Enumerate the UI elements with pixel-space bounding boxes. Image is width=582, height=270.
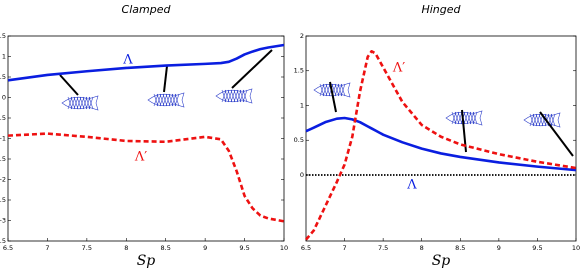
panel-title: Clamped [122,3,172,16]
leader-line [539,111,574,157]
fish-hatch [221,89,227,103]
y-tick-label: 1.5 [294,67,304,75]
fish-hatch [535,113,541,127]
fish-hatch [153,93,159,107]
x-tick-label: 9.5 [532,244,542,252]
x-tick-label: 10 [280,244,288,252]
series-label: Λ [122,53,133,68]
fish-hatch [322,83,328,97]
leader-line [163,65,168,93]
data-line [305,116,577,172]
panel-title: Hinged [421,3,461,16]
fish-hatch [340,83,346,97]
fish-hatch [88,96,94,110]
fish-hatch [466,111,472,125]
y-tick-label: -2 [0,176,6,184]
x-tick-label: 8.5 [455,244,465,252]
fish-hatch [457,111,463,125]
x-tick-label: 7 [343,244,347,252]
fish-hatch [230,89,236,103]
series-label: Λ′ [134,150,147,165]
y-tick-label: 0 [300,171,304,179]
data-line [7,132,285,223]
fish-hatch [174,93,180,107]
fish-hatch [334,83,340,97]
y-tick-label: -1 [0,135,6,143]
fish-hatch [469,111,475,125]
fish-hatch [224,89,230,103]
fish-hatch [227,89,233,103]
y-tick-label: 0.5 [0,73,6,81]
fish-hatch [171,93,177,107]
y-tick-label: -1.5 [0,155,6,163]
x-tick-label: 9 [497,244,501,252]
y-tick-label: -3 [0,217,6,225]
fish-hatch [463,111,469,125]
leader-line [231,49,273,89]
x-tick-label: 6.5 [3,244,13,252]
fish-hatch [239,89,245,103]
y-tick-label: 1 [300,101,304,109]
x-axis-label: Sp [432,253,451,269]
fish-hatch [325,83,331,97]
fish-hatch [79,96,85,110]
fish-hatch [76,96,82,110]
fish-hatch [73,96,79,110]
fish-hatch [451,111,457,125]
fish-hatch [454,111,460,125]
fish-hatch [159,93,165,107]
plot-frame [305,35,577,242]
y-tick-label: 0 [2,94,6,102]
y-tick-label: 1 [2,53,6,61]
leader-line [329,81,337,113]
fish-hatch [156,93,162,107]
x-tick-label: 10 [572,244,580,252]
x-axis-label: Sp [137,253,156,269]
x-tick-label: 7 [45,244,49,252]
x-tick-label: 7.5 [82,244,92,252]
fish-hatch [165,93,171,107]
series-label: Λ [406,178,417,193]
fish-hatch [233,89,239,103]
y-tick-label: 0.5 [294,136,304,144]
fish-hatch [67,96,73,110]
leader-line [59,74,79,96]
fish-hatch [472,111,478,125]
fish-hatch [532,113,538,127]
fish-hatch [70,96,76,110]
fish-hatch [337,83,343,97]
x-tick-label: 8 [124,244,128,252]
x-tick-label: 9 [203,244,207,252]
y-tick-label: 2 [300,32,304,40]
fish-hatch [550,113,556,127]
data-line [7,43,285,82]
fish-hatch [319,83,325,97]
fish-hatch [162,93,168,107]
data-line [305,49,577,241]
y-tick-label: -3.5 [0,237,6,245]
y-tick-label: 1.5 [0,32,6,40]
fish-hatch [236,89,242,103]
fish-hatch [82,96,88,110]
x-tick-label: 6.5 [301,244,311,252]
fish-hatch [85,96,91,110]
x-tick-label: 9.5 [239,244,249,252]
panel: Clamped Sp -3.5 -3 -2.5 -2 -1.5 -1 -0.5 0 0.5 1 1.5 6… [0,3,288,269]
y-tick-label: -0.5 [0,114,6,122]
x-tick-label: 7.5 [378,244,388,252]
series-label: Λ′ [392,61,405,76]
x-tick-label: 8.5 [161,244,171,252]
fish-hatch [541,113,547,127]
fish-hatch [168,93,174,107]
x-tick-label: 8 [420,244,424,252]
fish-hatch [242,89,248,103]
y-tick-label: -2.5 [0,196,6,204]
fish-hatch [529,113,535,127]
panel: Hinged Sp 0 0.5 1 1.5 2 6.5 7 7.5 8 8.5 9 9.5 10 Λ Λ′ [294,3,580,269]
